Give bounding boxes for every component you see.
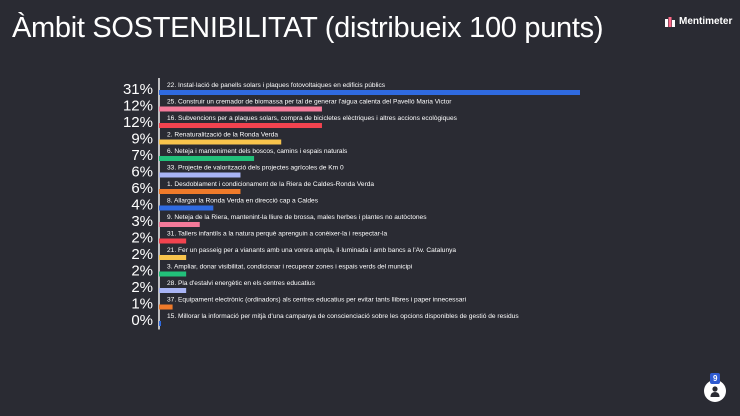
value-label: 3% — [131, 213, 153, 230]
category-label: 33. Projecte de valorització dels projec… — [167, 165, 344, 172]
category-label: 9. Neteja de la Riera, mantenint-la lliu… — [167, 214, 427, 221]
page-title: Àmbit SOSTENIBILITAT (distribueix 100 pu… — [12, 12, 604, 44]
category-label: 15. Millorar la informació per mitjà d'u… — [167, 313, 519, 320]
bar — [159, 156, 255, 161]
value-label: 0% — [131, 312, 153, 329]
value-label: 12% — [123, 98, 153, 115]
category-label: 22. Instal·lació de panells solars i pla… — [167, 82, 386, 89]
value-label: 2% — [131, 230, 153, 247]
bar — [159, 90, 580, 95]
bar — [159, 106, 322, 112]
value-label: 9% — [131, 131, 153, 148]
category-label: 25. Construir un cremador de biomassa pe… — [167, 99, 452, 106]
value-label: 7% — [131, 147, 153, 164]
value-label: 6% — [131, 164, 153, 181]
value-label: 2% — [131, 246, 153, 263]
brand-logo: Mentimeter — [665, 16, 732, 27]
value-label: 4% — [131, 197, 153, 214]
brand-name: Mentimeter — [679, 16, 733, 27]
mentimeter-logo-icon — [665, 16, 675, 27]
bar — [159, 205, 214, 211]
bar — [159, 288, 187, 293]
value-label: 2% — [131, 263, 153, 280]
category-label: 21. Fer un passeig per a vianants amb un… — [167, 247, 456, 254]
category-label: 28. Pla d'estalvi energètic en els centr… — [167, 280, 316, 287]
value-label: 31% — [123, 81, 153, 98]
bar — [159, 222, 200, 227]
bar — [159, 304, 173, 310]
category-label: 16. Subvencions per a plaques solars, co… — [167, 115, 458, 122]
participants-button[interactable] — [704, 380, 726, 402]
bar — [159, 123, 322, 128]
bar — [159, 139, 282, 145]
category-label: 6. Neteja i manteniment dels boscos, cam… — [167, 148, 348, 155]
bar — [159, 172, 241, 178]
bar — [159, 321, 161, 326]
person-icon — [710, 385, 720, 397]
category-label: 37. Equipament electrònic (ordinadors) a… — [167, 297, 467, 304]
bar — [159, 189, 241, 194]
value-label: 12% — [123, 114, 153, 131]
participant-count: 9 — [710, 373, 721, 384]
category-label: 2. Renaturalització de la Ronda Verda — [167, 132, 278, 139]
category-label: 1. Desdoblament i condicionament de la R… — [167, 181, 374, 188]
value-label: 2% — [131, 279, 153, 296]
category-label: 3. Ampliar, donar visibilitat, condicion… — [167, 264, 413, 271]
value-label: 1% — [131, 296, 153, 313]
value-label: 6% — [131, 180, 153, 197]
bar — [159, 238, 187, 244]
category-label: 31. Tallers infantils a la natura perquè… — [167, 231, 387, 238]
bar — [159, 255, 187, 260]
bar — [159, 271, 187, 277]
category-label: 8. Allargar la Ronda Verda en direcció c… — [167, 198, 319, 205]
